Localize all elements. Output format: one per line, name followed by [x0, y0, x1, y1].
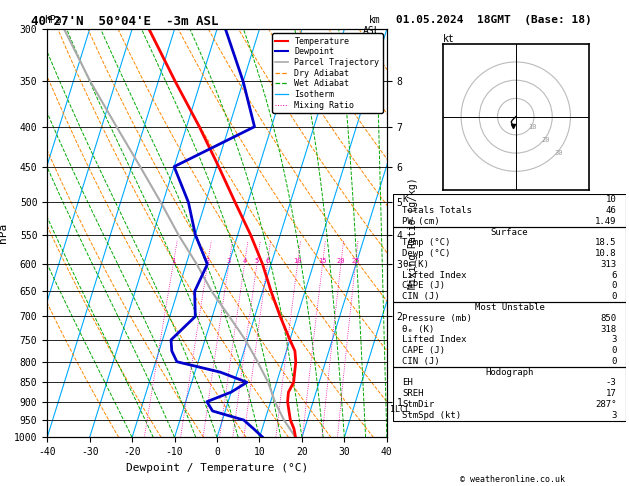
Text: 46: 46	[606, 206, 616, 215]
Text: 6: 6	[611, 271, 616, 279]
Text: CIN (J): CIN (J)	[403, 357, 440, 366]
Text: 3: 3	[226, 258, 231, 264]
Text: 01.05.2024  18GMT  (Base: 18): 01.05.2024 18GMT (Base: 18)	[396, 15, 592, 25]
Text: 20: 20	[542, 137, 550, 143]
Text: hPa: hPa	[44, 15, 62, 25]
Text: Temp (°C): Temp (°C)	[403, 238, 451, 247]
Text: 0: 0	[611, 346, 616, 355]
Text: 25: 25	[351, 258, 360, 264]
Text: Pressure (mb): Pressure (mb)	[403, 314, 472, 323]
Text: kt: kt	[443, 34, 455, 44]
Text: 0: 0	[611, 292, 616, 301]
Text: Lifted Index: Lifted Index	[403, 335, 467, 344]
Text: 3: 3	[611, 411, 616, 419]
Text: Surface: Surface	[491, 227, 528, 237]
Text: © weatheronline.co.uk: © weatheronline.co.uk	[460, 474, 565, 484]
Text: CAPE (J): CAPE (J)	[403, 346, 445, 355]
Text: 18.5: 18.5	[595, 238, 616, 247]
Text: 318: 318	[601, 325, 616, 333]
Text: 313: 313	[601, 260, 616, 269]
Text: θₑ(K): θₑ(K)	[403, 260, 430, 269]
Text: 3: 3	[611, 335, 616, 344]
Text: StmSpd (kt): StmSpd (kt)	[403, 411, 462, 419]
Text: 30: 30	[554, 150, 562, 156]
X-axis label: Dewpoint / Temperature (°C): Dewpoint / Temperature (°C)	[126, 463, 308, 473]
Text: SREH: SREH	[403, 389, 424, 398]
Text: CIN (J): CIN (J)	[403, 292, 440, 301]
Y-axis label: Mixing Ratio (g/kg): Mixing Ratio (g/kg)	[408, 177, 418, 289]
Text: 2: 2	[206, 258, 209, 264]
Text: 0: 0	[611, 357, 616, 366]
Text: 4: 4	[242, 258, 247, 264]
Text: CAPE (J): CAPE (J)	[403, 281, 445, 291]
Text: 20: 20	[337, 258, 345, 264]
Legend: Temperature, Dewpoint, Parcel Trajectory, Dry Adiabat, Wet Adiabat, Isotherm, Mi: Temperature, Dewpoint, Parcel Trajectory…	[272, 34, 382, 113]
Text: 850: 850	[601, 314, 616, 323]
Bar	[393, 367, 626, 420]
Y-axis label: hPa: hPa	[0, 223, 8, 243]
Text: 0: 0	[611, 281, 616, 291]
Text: Totals Totals: Totals Totals	[403, 206, 472, 215]
Text: 1.49: 1.49	[595, 217, 616, 226]
Text: Dewp (°C): Dewp (°C)	[403, 249, 451, 258]
Text: 6: 6	[265, 258, 269, 264]
Text: Lifted Index: Lifted Index	[403, 271, 467, 279]
Text: 10: 10	[293, 258, 302, 264]
Text: 10.8: 10.8	[595, 249, 616, 258]
Text: K: K	[403, 195, 408, 204]
Text: -3: -3	[606, 378, 616, 387]
Text: 287°: 287°	[595, 400, 616, 409]
Text: Most Unstable: Most Unstable	[474, 303, 545, 312]
Bar	[393, 302, 626, 367]
Text: Hodograph: Hodograph	[486, 367, 533, 377]
Text: 5: 5	[255, 258, 259, 264]
Text: 15: 15	[318, 258, 326, 264]
Text: EH: EH	[403, 378, 413, 387]
Bar	[393, 226, 626, 302]
Text: 40°27'N  50°04'E  -3m ASL: 40°27'N 50°04'E -3m ASL	[31, 15, 219, 28]
Text: 1: 1	[171, 258, 175, 264]
Text: km
ASL: km ASL	[363, 15, 381, 36]
Text: 10: 10	[606, 195, 616, 204]
Bar	[393, 194, 626, 226]
Text: 17: 17	[606, 389, 616, 398]
Text: PW (cm): PW (cm)	[403, 217, 440, 226]
Text: 10: 10	[528, 124, 537, 130]
Text: 1LCL: 1LCL	[389, 405, 409, 414]
Text: StmDir: StmDir	[403, 400, 435, 409]
Text: θₑ (K): θₑ (K)	[403, 325, 435, 333]
